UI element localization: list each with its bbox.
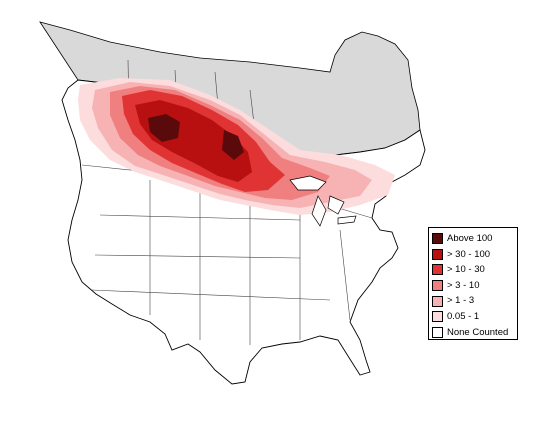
legend-item: Above 100 — [432, 231, 517, 247]
abundance-layers — [78, 78, 395, 215]
legend: Above 100 > 30 - 100 > 10 - 30 > 3 - 10 … — [428, 227, 518, 340]
legend-item: 0.05 - 1 — [432, 309, 517, 325]
legend-label: Above 100 — [447, 233, 493, 245]
legend-swatch — [432, 248, 443, 260]
legend-item: > 30 - 100 — [432, 247, 517, 263]
legend-item: > 1 - 3 — [432, 293, 517, 309]
legend-label: > 10 - 30 — [447, 264, 485, 276]
great-lakes — [289, 175, 357, 227]
legend-item: > 10 - 30 — [432, 262, 517, 278]
legend-swatch — [432, 264, 443, 276]
legend-label: > 3 - 10 — [447, 279, 480, 291]
abundance-above-100 — [148, 114, 244, 160]
legend-label: None Counted — [447, 326, 509, 338]
legend-swatch — [432, 280, 443, 292]
legend-item: None Counted — [432, 325, 517, 341]
legend-swatch — [432, 295, 443, 307]
legend-item: > 3 - 10 — [432, 278, 517, 294]
legend-swatch — [432, 326, 443, 338]
legend-label: > 1 - 3 — [447, 295, 475, 307]
legend-label: 0.05 - 1 — [447, 311, 480, 323]
legend-swatch — [432, 233, 443, 245]
legend-label: > 30 - 100 — [447, 248, 491, 260]
legend-swatch — [432, 311, 443, 323]
